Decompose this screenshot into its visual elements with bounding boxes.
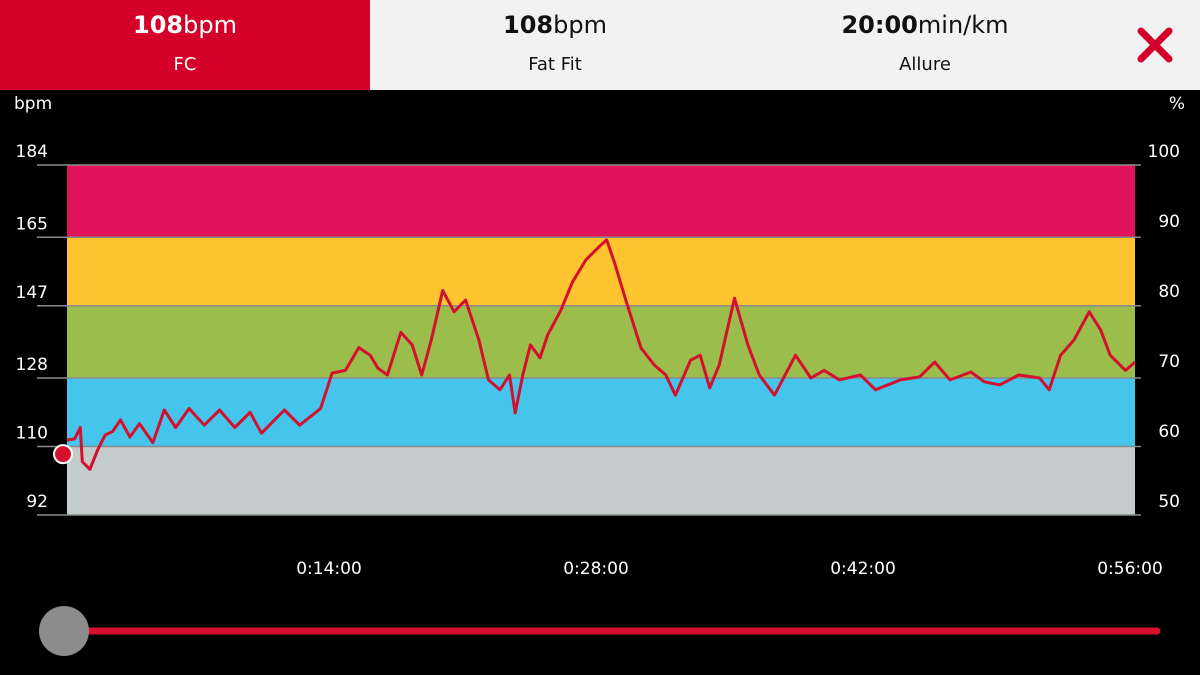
heart-rate-line — [66, 238, 1136, 471]
tab[interactable]: 108bpm Fat Fit — [370, 0, 740, 90]
value: 108 — [133, 11, 184, 39]
x-tick-label: 0:56:00 — [1097, 559, 1163, 579]
y2-tick-label: 90 — [1158, 212, 1180, 232]
y-tick-label: 110 — [16, 424, 48, 444]
y2-axis-label: % — [1169, 94, 1185, 114]
x-tick-label: 0:42:00 — [830, 559, 896, 579]
value: 108 — [503, 11, 554, 39]
chart: bpm % 92 110 128 147 165 184 50 60 70 80 90 100 0:14… — [14, 94, 1185, 656]
x-tick-label: 0:28:00 — [563, 559, 629, 579]
tab-value: 108bpm — [0, 10, 370, 40]
zone-band — [67, 237, 1135, 306]
close-button[interactable] — [1135, 25, 1175, 65]
y2-tick-label: 70 — [1158, 352, 1180, 372]
slider-thumb[interactable] — [39, 606, 89, 656]
tab-label: Allure — [899, 54, 951, 75]
y2-tick-label: 80 — [1158, 282, 1180, 302]
tab-label: Fat Fit — [528, 54, 582, 75]
zone-band — [67, 305, 1135, 379]
cursor-point — [53, 444, 73, 465]
y-axis-label: bpm — [14, 94, 52, 114]
tab[interactable]: 20:00min/km Allure — [740, 0, 1110, 90]
y-tick-label: 147 — [16, 283, 48, 303]
zone-band — [67, 165, 1135, 238]
x-tick-label: 0:14:00 — [296, 559, 362, 579]
unit: min/km — [917, 11, 1009, 39]
unit: bpm — [183, 11, 237, 39]
zone-band — [67, 446, 1135, 515]
tab-label: FC — [173, 54, 197, 75]
y-tick-label: 184 — [16, 142, 48, 162]
y2-tick-label: 100 — [1148, 142, 1180, 162]
unit: bpm — [553, 11, 607, 39]
tab[interactable]: 108bpm FC — [0, 0, 370, 90]
y-tick-label: 165 — [16, 214, 48, 234]
header: 108bpm FC 108bpm Fat Fit 20:00min/km All… — [0, 0, 1200, 90]
y-tick-label: 128 — [16, 355, 48, 375]
y2-tick-label: 50 — [1158, 492, 1180, 512]
y-tick-label: 92 — [26, 492, 48, 512]
tab-value: 20:00min/km — [740, 10, 1110, 40]
zone-band — [67, 378, 1135, 447]
tab-value: 108bpm — [370, 10, 740, 40]
value: 20:00 — [841, 11, 918, 39]
y2-tick-label: 60 — [1158, 422, 1180, 442]
